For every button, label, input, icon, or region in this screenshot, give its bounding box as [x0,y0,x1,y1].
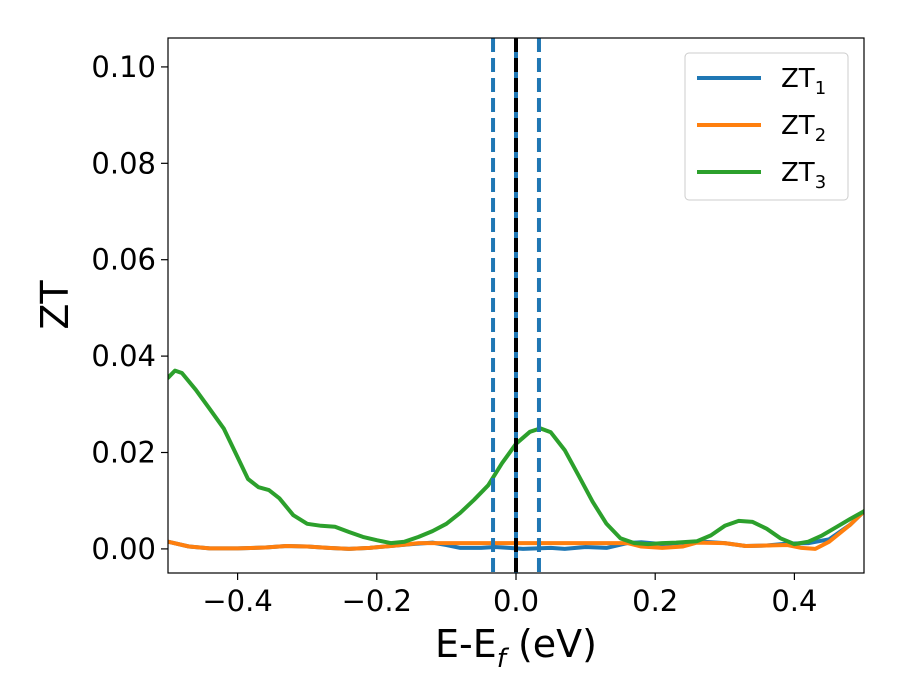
legend-label-3: ZT3 [781,158,826,193]
y-tick-label: 0.06 [91,243,156,277]
y-tick-label: 0.08 [91,146,156,180]
y-axis-ticks: 0.00 0.02 0.04 0.06 0.08 0.10 [91,50,168,566]
legend-label-2: ZT2 [781,111,826,146]
legend-label-subscript: 1 [815,78,826,99]
legend-label-main: ZT [781,64,815,94]
legend-label-1: ZT1 [781,64,826,99]
legend-label-main: ZT [781,158,815,188]
legend-label-main: ZT [781,111,815,141]
y-tick-label: 0.00 [91,532,156,566]
legend-label-subscript: 2 [815,125,826,146]
x-tick-label: −0.2 [342,584,412,618]
x-tick-label: 0.0 [493,584,539,618]
x-tick-label: 0.4 [771,584,817,618]
series-line-2 [168,509,864,551]
x-axis-label: E-Ef (eV) [435,622,597,674]
y-tick-label: 0.02 [91,436,156,470]
series-line-3 [168,368,864,547]
x-tick-label: −0.4 [202,584,272,618]
x-axis-label-main: E-E [435,622,497,666]
y-tick-label: 0.10 [91,50,156,84]
plot-lines [168,38,864,573]
y-axis-label: ZT [33,280,77,330]
legend-label-subscript: 3 [815,172,826,193]
x-axis-label-unit: (eV) [506,622,597,666]
x-axis-ticks: −0.4 −0.2 0.0 0.2 0.4 [202,573,817,618]
legend-box [684,52,849,201]
y-tick-label: 0.04 [91,339,156,373]
x-tick-label: 0.2 [632,584,678,618]
